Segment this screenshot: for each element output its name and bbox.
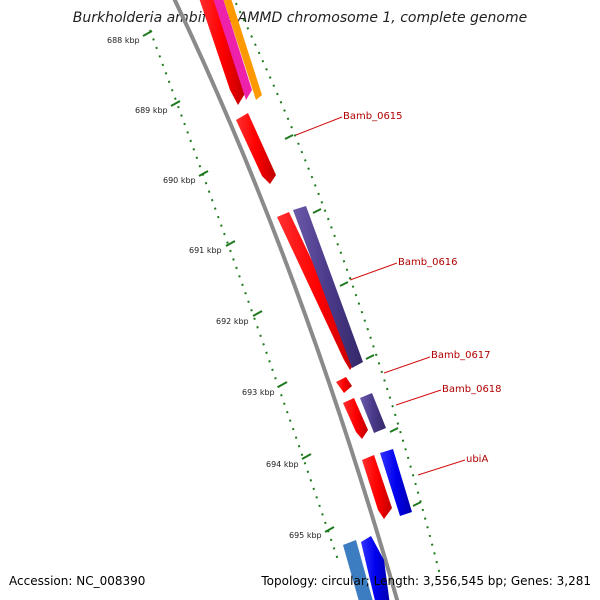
gene-red-ubia [362, 455, 392, 519]
gene-label-bamb-0617: Bamb_0617 [431, 350, 491, 361]
tick-label: 690 kbp [163, 176, 196, 185]
gene-label-bamb-0618: Bamb_0618 [442, 384, 502, 395]
outer-tick-track [233, 0, 441, 576]
tick-label: 691 kbp [189, 246, 222, 255]
accession-text: Accession: NC_008390 [9, 574, 146, 588]
tick-label: 689 kbp [135, 106, 168, 115]
outer-ticks [284, 134, 422, 507]
gene-label-bamb-0615: Bamb_0615 [343, 111, 403, 122]
gene-red-0618 [343, 398, 368, 439]
tick-label: 694 kbp [266, 460, 299, 469]
tick-690: 690 kbp [163, 170, 209, 185]
gene-label-bamb-0616: Bamb_0616 [398, 257, 458, 268]
tick-label: 693 kbp [242, 388, 275, 397]
tick-689: 689 kbp [135, 100, 181, 115]
tick-label: 688 kbp [107, 36, 140, 45]
gene-steelblue-bottom [343, 540, 373, 600]
tick-695: 695 kbp [289, 526, 335, 540]
gene-ubia [380, 449, 412, 516]
gene-red-top [199, 0, 246, 105]
gene-label-ubia: ubiA [466, 454, 488, 465]
gene-magenta-top [213, 0, 252, 100]
gene-bamb-0615 [236, 113, 276, 184]
genome-summary-text: Topology: circular; Length: 3,556,545 bp… [261, 574, 591, 588]
genome-backbone [172, 0, 400, 600]
tick-label: 695 kbp [289, 531, 322, 540]
tick-692: 692 kbp [216, 310, 263, 326]
tick-688: 688 kbp [107, 30, 153, 45]
gene-blue-bottom [361, 536, 390, 600]
tick-693: 693 kbp [242, 381, 288, 397]
gene-bamb-0618 [360, 393, 386, 433]
tick-label: 692 kbp [216, 317, 249, 326]
gene-red-0616 [277, 212, 358, 370]
inner-tick-track [149, 29, 339, 561]
label-leaders [295, 116, 466, 476]
gene-orange-top [223, 0, 262, 100]
gene-bamb-0616 [293, 206, 363, 368]
tick-691: 691 kbp [189, 240, 236, 255]
gene-bamb-0617 [336, 377, 352, 393]
tick-694: 694 kbp [266, 453, 312, 469]
